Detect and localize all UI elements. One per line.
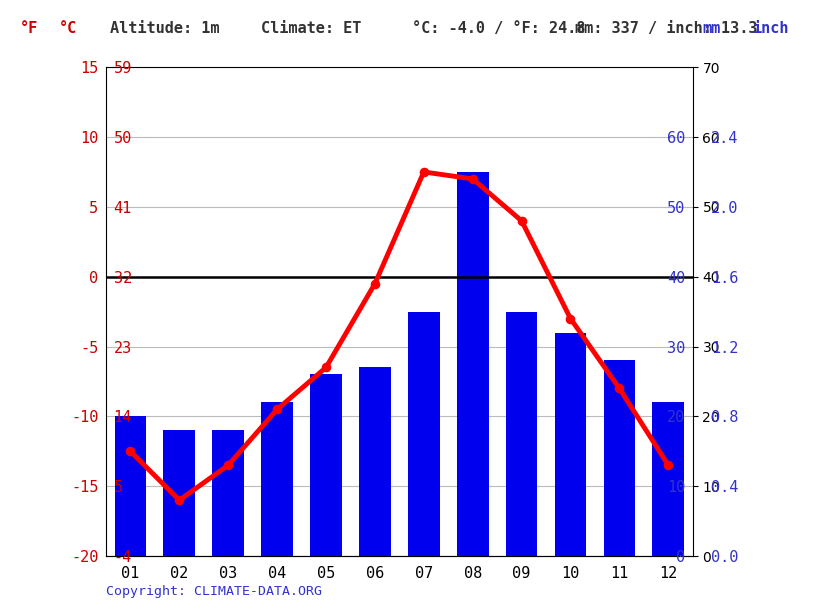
Text: inch: inch xyxy=(753,21,790,37)
Point xyxy=(613,384,626,393)
Bar xyxy=(603,360,636,556)
Bar xyxy=(554,332,586,556)
Text: °C: -4.0 / °F: 24.8: °C: -4.0 / °F: 24.8 xyxy=(412,21,585,37)
Bar xyxy=(212,430,244,556)
Text: mm: 337 / inch: 13.3: mm: 337 / inch: 13.3 xyxy=(575,21,757,37)
Bar xyxy=(163,430,196,556)
Point xyxy=(222,460,235,470)
Bar xyxy=(456,172,488,556)
Bar xyxy=(505,312,538,556)
Point xyxy=(417,167,430,177)
Bar xyxy=(114,416,147,556)
Point xyxy=(368,279,381,288)
Text: Copyright: CLIMATE-DATA.ORG: Copyright: CLIMATE-DATA.ORG xyxy=(106,585,322,598)
Bar xyxy=(261,403,293,556)
Point xyxy=(124,447,137,456)
Point xyxy=(319,362,333,372)
Text: Altitude: 1m: Altitude: 1m xyxy=(110,21,219,37)
Bar xyxy=(310,375,342,556)
Point xyxy=(271,404,284,414)
Point xyxy=(662,460,675,470)
Text: Climate: ET: Climate: ET xyxy=(261,21,361,37)
Text: °C: °C xyxy=(59,21,77,37)
Bar xyxy=(652,403,684,556)
Text: mm: mm xyxy=(703,21,720,37)
Bar xyxy=(408,312,440,556)
Point xyxy=(466,174,479,184)
Point xyxy=(515,216,528,225)
Text: °F: °F xyxy=(20,21,38,37)
Bar xyxy=(359,367,391,556)
Point xyxy=(564,313,577,323)
Point xyxy=(173,496,186,505)
